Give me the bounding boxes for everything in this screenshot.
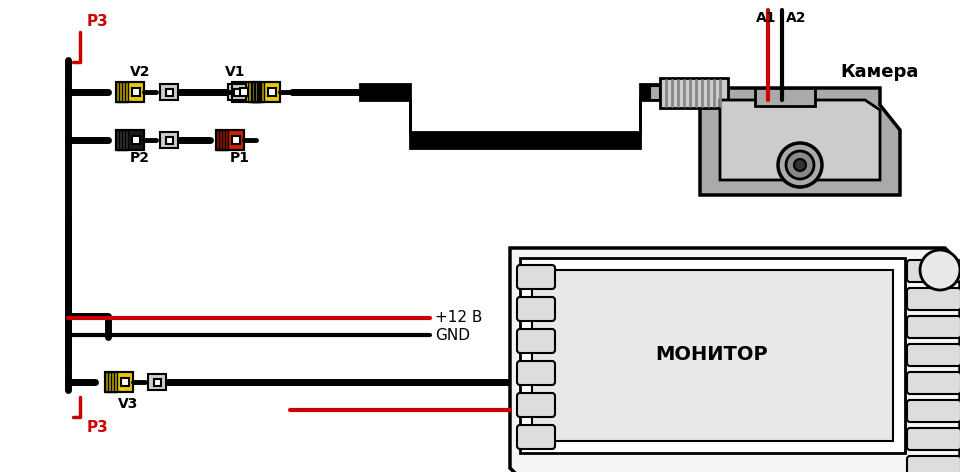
Bar <box>232 136 240 144</box>
Bar <box>148 374 166 390</box>
FancyBboxPatch shape <box>907 400 960 422</box>
Bar <box>166 136 173 143</box>
FancyBboxPatch shape <box>907 428 960 450</box>
Bar <box>650 86 660 100</box>
Text: A1: A1 <box>756 11 777 25</box>
Text: P1: P1 <box>230 151 250 165</box>
Polygon shape <box>216 130 244 150</box>
Text: +12 В: +12 В <box>435 311 482 326</box>
Bar <box>228 84 246 100</box>
FancyBboxPatch shape <box>517 265 555 289</box>
Circle shape <box>794 159 806 171</box>
Polygon shape <box>232 82 260 102</box>
Bar <box>240 88 248 96</box>
Polygon shape <box>360 84 690 148</box>
Circle shape <box>786 151 814 179</box>
Text: V2: V2 <box>130 65 151 79</box>
Polygon shape <box>252 82 280 102</box>
FancyBboxPatch shape <box>517 361 555 385</box>
Polygon shape <box>248 82 260 102</box>
Bar <box>154 379 161 386</box>
Bar <box>166 89 173 95</box>
Text: P3: P3 <box>87 15 108 29</box>
Text: P3: P3 <box>87 420 108 435</box>
Bar <box>532 270 893 441</box>
FancyBboxPatch shape <box>517 425 555 449</box>
FancyBboxPatch shape <box>907 344 960 366</box>
Polygon shape <box>510 248 960 472</box>
FancyBboxPatch shape <box>907 372 960 394</box>
Circle shape <box>778 143 822 187</box>
Polygon shape <box>116 82 144 102</box>
Bar <box>121 378 129 386</box>
Circle shape <box>920 250 960 290</box>
Text: МОНИТОР: МОНИТОР <box>656 346 768 364</box>
Bar <box>234 89 241 95</box>
Text: V1: V1 <box>225 65 245 79</box>
Polygon shape <box>252 82 264 102</box>
FancyBboxPatch shape <box>517 297 555 321</box>
FancyBboxPatch shape <box>907 456 960 472</box>
Bar <box>520 258 905 453</box>
Polygon shape <box>216 130 228 150</box>
Text: Камера: Камера <box>840 63 919 81</box>
Text: V3: V3 <box>118 397 138 411</box>
Text: A2: A2 <box>786 11 806 25</box>
Polygon shape <box>116 82 128 102</box>
FancyBboxPatch shape <box>907 288 960 310</box>
Bar <box>160 132 178 148</box>
Text: GND: GND <box>435 328 470 343</box>
Bar <box>660 78 728 108</box>
Text: P2: P2 <box>130 151 150 165</box>
Polygon shape <box>700 88 900 195</box>
Bar <box>132 136 140 144</box>
Polygon shape <box>105 372 133 392</box>
Bar <box>268 88 276 96</box>
Polygon shape <box>720 100 880 180</box>
Polygon shape <box>116 130 144 150</box>
Bar <box>755 88 815 106</box>
Bar <box>160 84 178 100</box>
Polygon shape <box>116 130 128 150</box>
FancyBboxPatch shape <box>907 316 960 338</box>
Polygon shape <box>105 372 117 392</box>
Bar <box>132 88 140 96</box>
FancyBboxPatch shape <box>517 329 555 353</box>
FancyBboxPatch shape <box>517 393 555 417</box>
FancyBboxPatch shape <box>907 260 960 282</box>
